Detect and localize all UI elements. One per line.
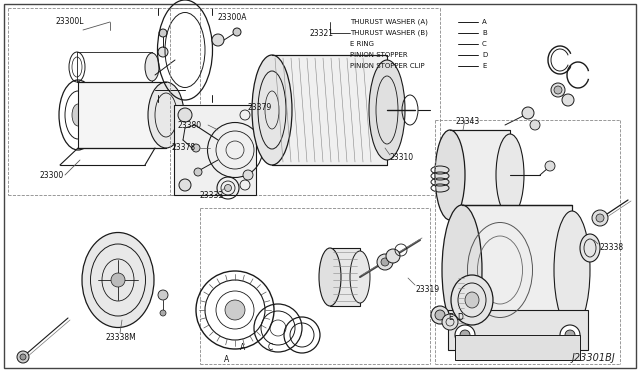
Circle shape — [560, 325, 580, 345]
Bar — [174, 105, 256, 195]
Circle shape — [545, 161, 555, 171]
Text: E RING: E RING — [350, 41, 374, 47]
Ellipse shape — [465, 292, 479, 308]
Text: 23300: 23300 — [40, 170, 64, 180]
Circle shape — [17, 351, 29, 363]
Circle shape — [160, 310, 166, 316]
Text: 23300L: 23300L — [55, 17, 83, 26]
Circle shape — [386, 249, 400, 263]
Ellipse shape — [451, 275, 493, 325]
Circle shape — [455, 325, 475, 345]
Ellipse shape — [225, 185, 232, 192]
Circle shape — [158, 290, 168, 300]
Bar — [450, 130, 510, 220]
Text: D: D — [482, 52, 487, 58]
Ellipse shape — [82, 232, 154, 327]
Circle shape — [565, 330, 575, 340]
Ellipse shape — [148, 82, 184, 148]
Ellipse shape — [111, 273, 125, 287]
Text: 23333: 23333 — [200, 190, 224, 199]
Circle shape — [431, 306, 449, 324]
Circle shape — [159, 29, 167, 37]
Bar — [330, 248, 360, 306]
Ellipse shape — [496, 134, 524, 216]
Bar — [448, 310, 588, 350]
Ellipse shape — [72, 104, 84, 126]
Text: C: C — [482, 41, 487, 47]
Text: 23338: 23338 — [600, 244, 624, 253]
Text: E: E — [482, 63, 486, 69]
Text: PINION STOPPER: PINION STOPPER — [350, 52, 408, 58]
Ellipse shape — [252, 55, 292, 165]
Circle shape — [20, 354, 26, 360]
Text: 23343: 23343 — [455, 118, 479, 126]
Text: THURUST WASHER (B): THURUST WASHER (B) — [350, 30, 428, 36]
Circle shape — [194, 168, 202, 176]
Circle shape — [562, 94, 574, 106]
Ellipse shape — [145, 53, 159, 81]
Circle shape — [435, 310, 445, 320]
Text: 23380: 23380 — [178, 121, 202, 129]
Circle shape — [192, 144, 200, 152]
Circle shape — [460, 330, 470, 340]
Text: 23379: 23379 — [248, 103, 272, 112]
Text: 23310: 23310 — [390, 154, 414, 163]
Text: A: A — [224, 356, 229, 365]
Text: 23319: 23319 — [415, 285, 439, 295]
Circle shape — [530, 120, 540, 130]
Bar — [455, 335, 580, 360]
Text: 23338M: 23338M — [105, 334, 136, 343]
Circle shape — [381, 258, 389, 266]
Text: A: A — [482, 19, 487, 25]
Text: 23300A: 23300A — [218, 13, 248, 22]
Ellipse shape — [554, 211, 590, 329]
Circle shape — [522, 107, 534, 119]
Bar — [78, 82, 166, 148]
Circle shape — [551, 83, 565, 97]
Circle shape — [554, 86, 562, 94]
Text: THURUST WASHER (A): THURUST WASHER (A) — [350, 19, 428, 25]
Text: C: C — [268, 343, 273, 352]
Ellipse shape — [350, 251, 370, 303]
Circle shape — [178, 108, 192, 122]
Ellipse shape — [580, 234, 600, 262]
Text: 23378: 23378 — [172, 144, 196, 153]
Circle shape — [377, 254, 393, 270]
Ellipse shape — [435, 130, 465, 220]
Bar — [272, 55, 387, 165]
Text: E: E — [448, 314, 452, 323]
Circle shape — [212, 34, 224, 46]
Circle shape — [592, 210, 608, 226]
Circle shape — [233, 28, 241, 36]
Circle shape — [596, 214, 604, 222]
Text: D: D — [457, 314, 463, 323]
Circle shape — [179, 179, 191, 191]
Circle shape — [158, 47, 168, 57]
Text: J23301BJ: J23301BJ — [572, 353, 615, 363]
Ellipse shape — [225, 300, 245, 320]
Ellipse shape — [442, 205, 482, 335]
Circle shape — [243, 170, 253, 180]
Text: B: B — [482, 30, 487, 36]
Bar — [462, 205, 572, 335]
Ellipse shape — [369, 60, 405, 160]
Circle shape — [442, 314, 458, 330]
Text: 23321: 23321 — [310, 29, 334, 38]
Text: PINION STOPPER CLIP: PINION STOPPER CLIP — [350, 63, 424, 69]
Text: A: A — [240, 343, 245, 353]
Ellipse shape — [319, 248, 341, 306]
